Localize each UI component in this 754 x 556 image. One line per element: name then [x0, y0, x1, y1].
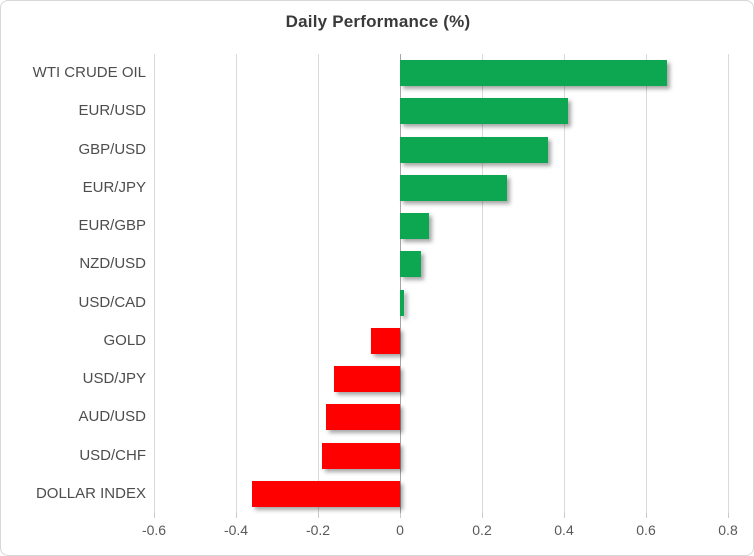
bar	[400, 98, 569, 125]
x-tick-label: -0.6	[141, 522, 167, 538]
axis-tick	[236, 513, 237, 518]
category-label: AUD/USD	[78, 408, 146, 426]
bar	[400, 174, 507, 201]
category-label: EUR/USD	[78, 102, 146, 120]
bar	[252, 480, 400, 507]
bar	[371, 327, 400, 354]
axis-tick	[154, 513, 155, 518]
bar	[322, 442, 400, 469]
category-label: EUR/JPY	[82, 178, 146, 196]
x-tick-label: 0	[396, 522, 404, 538]
x-tick-label: 0.6	[636, 522, 656, 538]
gridline	[154, 54, 155, 513]
x-tick-label: 0.4	[554, 522, 574, 538]
bar	[326, 404, 400, 431]
bar	[400, 136, 548, 163]
gridline	[482, 54, 483, 513]
axis-tick	[646, 513, 647, 518]
chart-title: Daily Performance (%)	[285, 12, 471, 31]
gridline	[564, 54, 565, 513]
axis-tick	[482, 513, 483, 518]
category-label: GOLD	[103, 331, 146, 349]
gridline	[646, 54, 647, 513]
gridline	[728, 54, 729, 513]
axis-tick	[564, 513, 565, 518]
x-tick-label: -0.2	[305, 522, 331, 538]
category-label: DOLLAR INDEX	[35, 484, 146, 502]
gridline	[236, 54, 237, 513]
bar	[400, 251, 421, 278]
gridline	[318, 54, 319, 513]
x-tick-label: 0.8	[718, 522, 738, 538]
bar	[334, 366, 400, 393]
axis-tick	[318, 513, 319, 518]
bar	[400, 213, 429, 240]
axis-tick	[728, 513, 729, 518]
bar	[400, 289, 405, 316]
category-label: EUR/GBP	[78, 217, 146, 235]
bar	[400, 60, 667, 87]
category-label: WTI CRUDE OIL	[32, 64, 146, 82]
category-label: NZD/USD	[79, 255, 146, 273]
zero-axis-line	[400, 54, 401, 513]
axis-tick	[400, 513, 401, 518]
category-label: USD/JPY	[82, 370, 146, 388]
category-label: USD/CAD	[78, 293, 146, 311]
x-tick-label: 0.2	[472, 522, 492, 538]
x-tick-label: -0.4	[223, 522, 249, 538]
category-label: GBP/USD	[78, 140, 146, 158]
category-label: USD/CHF	[79, 446, 146, 464]
